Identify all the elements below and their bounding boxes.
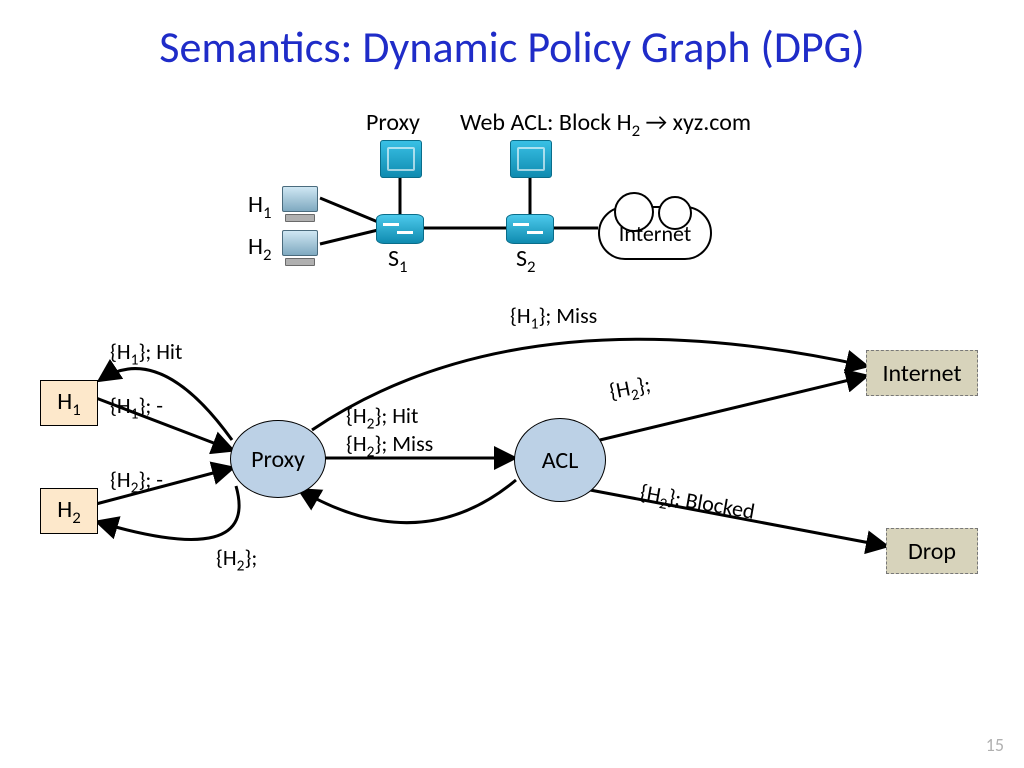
edge-label: {H2}; -	[110, 466, 163, 497]
host-h1-icon	[280, 186, 320, 220]
edge-label: {H2}; Blocked	[637, 478, 757, 529]
router-s2-icon	[506, 214, 554, 244]
h2-label: H2	[248, 232, 271, 265]
edge-label: {H2}; Miss	[346, 430, 433, 461]
s2-label: S2	[516, 244, 536, 277]
edge-label: {H1}; Miss	[510, 302, 597, 333]
router-s1-icon	[376, 214, 424, 244]
edge-label: {H1}; -	[110, 392, 163, 423]
node-drop: Drop	[886, 528, 978, 574]
node-acl: ACL	[514, 418, 606, 502]
node-h1: H1	[40, 380, 98, 426]
internet-cloud-label: Internet	[619, 220, 691, 247]
edge-label: {H2};	[216, 544, 257, 575]
s1-label: S1	[388, 244, 408, 277]
page-title: Semantics: Dynamic Policy Graph (DPG)	[0, 20, 1024, 74]
proxy-label: Proxy	[366, 108, 420, 137]
edge-label: {H1}; Hit	[110, 338, 182, 369]
node-proxy: Proxy	[230, 420, 326, 498]
host-h2-icon	[280, 230, 320, 264]
acl-appliance-icon	[510, 140, 552, 178]
page-number: 15	[986, 734, 1004, 756]
web-acl-label: Web ACL: Block H2 → xyz.com	[460, 108, 751, 141]
edge-label: {H2}; Hit	[346, 402, 418, 433]
edge-label: {H2};	[607, 370, 653, 409]
proxy-appliance-icon	[380, 140, 422, 178]
h1-label: H1	[248, 190, 271, 223]
internet-cloud-icon: Internet	[598, 206, 712, 260]
node-h2: H2	[40, 488, 98, 534]
node-internet: Internet	[866, 350, 978, 396]
